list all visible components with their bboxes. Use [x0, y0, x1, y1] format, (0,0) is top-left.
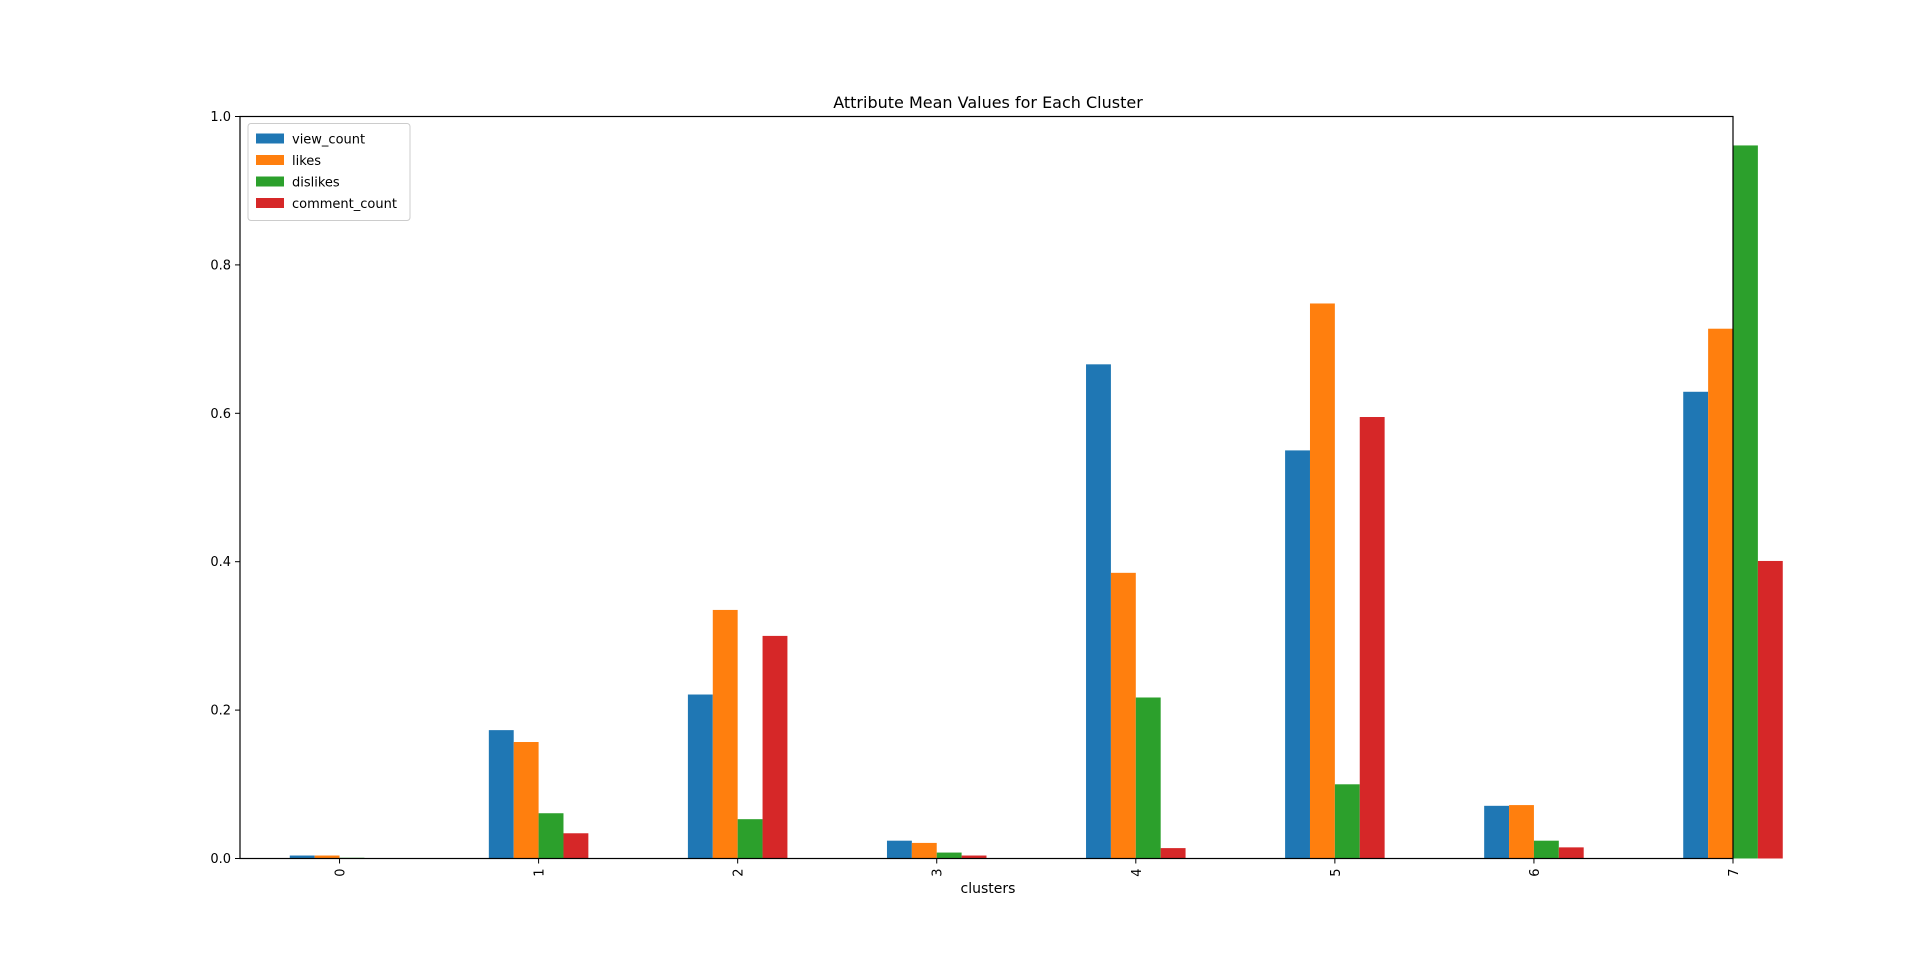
y-tick-label: 0.0: [210, 852, 231, 867]
y-tick-label: 0.4: [210, 555, 231, 570]
legend-swatch-dislikes: [256, 176, 284, 187]
bar-likes-3: [911, 842, 937, 859]
legend-label-view_count: view_count: [292, 133, 365, 148]
legend-label-comment_count: comment_count: [292, 197, 397, 212]
chart-title: Attribute Mean Values for Each Cluster: [833, 93, 1143, 112]
bar-view_count-2: [687, 694, 713, 859]
bar-view_count-3: [886, 840, 912, 859]
bar-likes-4: [1110, 572, 1136, 859]
legend-swatch-comment_count: [256, 198, 284, 208]
legend-frame: [247, 123, 411, 221]
bar-view_count-5: [1285, 450, 1310, 859]
bar-comment_count-4: [1160, 848, 1186, 859]
bar-dislikes-7: [1733, 145, 1758, 859]
bar-comment_count-3: [961, 855, 987, 859]
bar-dislikes-1: [538, 813, 564, 859]
bar-view_count-7: [1683, 391, 1709, 859]
bar-dislikes-6: [1533, 840, 1559, 859]
y-tick-label: 1.0: [210, 110, 231, 125]
legend-label-dislikes: dislikes: [292, 176, 340, 191]
bar-dislikes-4: [1135, 697, 1161, 859]
bars-layer: [289, 145, 1783, 859]
bar-likes-1: [513, 742, 539, 859]
y-tick-label: 0.6: [210, 407, 231, 422]
bar-view_count-1: [488, 730, 514, 859]
bar-comment_count-7: [1757, 560, 1783, 859]
bar-likes-7: [1708, 328, 1733, 859]
bar-comment_count-6: [1558, 847, 1584, 859]
bar-dislikes-5: [1334, 784, 1360, 859]
bar-likes-5: [1309, 303, 1335, 859]
x-tick-label: 0: [334, 869, 349, 877]
legend-label-likes: likes: [292, 154, 321, 169]
plot-area-frame: [239, 115, 1734, 860]
x-axis-label: clusters: [961, 881, 1016, 897]
bar-likes-6: [1509, 805, 1534, 859]
x-tick-label: 5: [1329, 869, 1344, 877]
x-tick-label: 2: [732, 869, 747, 877]
bar-view_count-4: [1086, 364, 1111, 859]
bar-dislikes-3: [936, 852, 962, 859]
legend-swatch-likes: [256, 155, 284, 165]
ticks-layer: 0 1 2 3 4 5 6 7 0.0 0.2 0.4 0.6 0.8 1.0: [210, 110, 1742, 877]
bar-comment_count-5: [1359, 417, 1385, 859]
x-tick-label: 1: [533, 869, 548, 877]
x-tick-label: 3: [931, 869, 946, 877]
y-tick-label: 0.2: [210, 704, 231, 719]
bar-view_count-6: [1484, 805, 1510, 859]
legend-swatch-view_count: [256, 133, 284, 144]
x-tick-label: 7: [1727, 869, 1742, 877]
y-tick-label: 0.8: [210, 258, 231, 273]
bar-view_count-0: [289, 855, 315, 859]
bar-dislikes-2: [737, 819, 763, 859]
bar-likes-0: [314, 855, 340, 859]
bar-comment_count-2: [762, 635, 788, 859]
x-tick-label: 6: [1528, 869, 1543, 877]
x-tick-label: 4: [1130, 869, 1145, 877]
bar-comment_count-1: [563, 833, 589, 859]
bar-likes-2: [712, 609, 738, 859]
